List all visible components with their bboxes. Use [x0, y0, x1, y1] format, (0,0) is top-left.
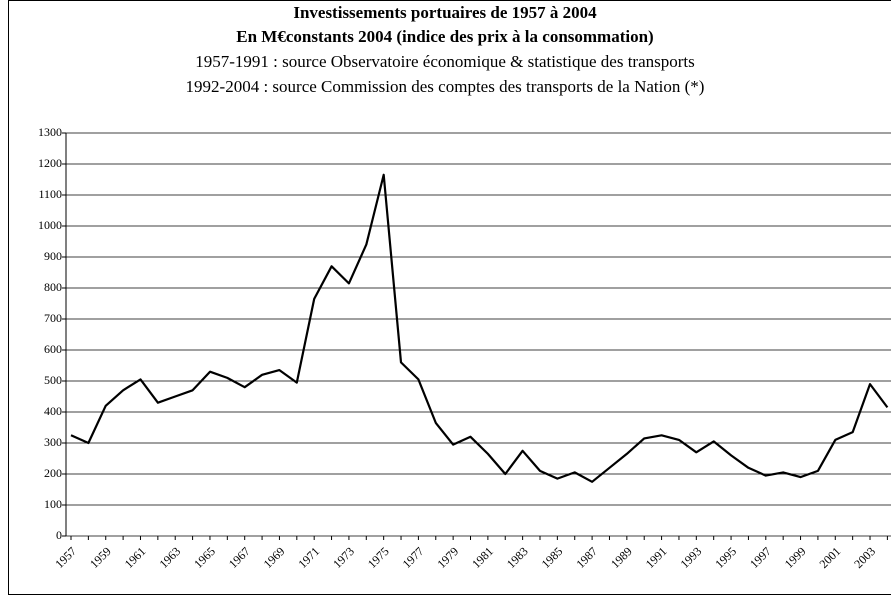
x-tick-label: 1965: [191, 544, 218, 571]
x-tick-label: 1963: [156, 544, 183, 571]
y-tick-label: 500: [44, 373, 62, 387]
x-tick-label: 1999: [782, 544, 809, 571]
y-tick-label: 1200: [38, 156, 62, 170]
y-tick-label: 700: [44, 311, 62, 325]
x-tick-label: 1981: [469, 544, 496, 571]
y-tick-label: 300: [44, 435, 62, 449]
y-tick-label: 200: [44, 466, 62, 480]
x-tick-label: 2001: [816, 544, 843, 571]
chart-frame: [8, 0, 891, 595]
y-tick-label: 400: [44, 404, 62, 418]
x-tick-label: 1973: [330, 544, 357, 571]
x-tick-label: 2003: [851, 544, 878, 571]
x-tick-label: 1995: [712, 544, 739, 571]
x-tick-label: 1959: [87, 544, 114, 571]
x-tick-label: 1989: [608, 544, 635, 571]
y-tick-label: 1000: [38, 218, 62, 232]
x-tick-label: 1975: [365, 544, 392, 571]
y-tick-label: 800: [44, 280, 62, 294]
x-tick-label: 1997: [747, 544, 774, 571]
x-tick-label: 1987: [573, 544, 600, 571]
x-tick-label: 1967: [226, 544, 253, 571]
source-note: 1992-2004 : source Commission des compte…: [186, 77, 705, 96]
y-tick-label: 1100: [38, 187, 62, 201]
chart-subtitle: En M€constants 2004 (indice des prix à l…: [236, 27, 653, 46]
y-tick-label: 0: [56, 528, 62, 542]
x-tick-label: 1991: [643, 544, 670, 571]
data-line: [70, 173, 889, 483]
x-tick-label: 1969: [261, 544, 288, 571]
x-tick-label: 1983: [504, 544, 531, 571]
x-tick-label: 1979: [434, 544, 461, 571]
y-tick-label: 1300: [38, 125, 62, 139]
x-tick-label: 1961: [122, 544, 149, 571]
x-tick-label: 1971: [295, 544, 322, 571]
x-tick-label: 1977: [400, 544, 427, 571]
x-tick-label: 1985: [539, 544, 566, 571]
y-tick-label: 600: [44, 342, 62, 356]
y-tick-label: 900: [44, 249, 62, 263]
source-note: 1957-1991 : source Observatoire économiq…: [195, 52, 695, 71]
x-tick-label: 1957: [52, 544, 79, 571]
x-tick-label: 1993: [678, 544, 705, 571]
chart-title: Investissements portuaires de 1957 à 200…: [293, 3, 597, 22]
y-tick-label: 100: [44, 497, 62, 511]
